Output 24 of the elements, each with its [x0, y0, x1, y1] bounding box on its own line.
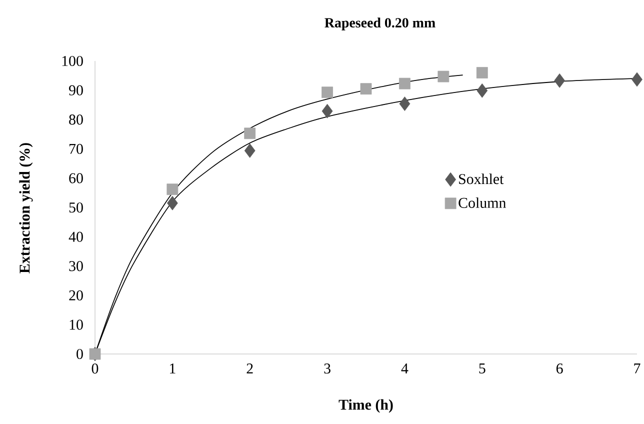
- y-tick-label: 20: [69, 290, 83, 300]
- y-tick-label: 0: [76, 348, 83, 360]
- x-tick-label: 3: [324, 364, 330, 374]
- legend-label: Column: [458, 197, 506, 208]
- x-tick-label: 0: [92, 364, 98, 374]
- y-tick-label: 30: [69, 261, 83, 272]
- x-axis-title: Time (h): [338, 399, 393, 413]
- x-tick-label: 2: [246, 364, 253, 374]
- x-tick-label: 6: [556, 364, 563, 374]
- y-tick-label: 100: [62, 56, 83, 66]
- y-axis-title: Extraction yield (%): [19, 143, 33, 274]
- legend-label: Soxhlet: [459, 174, 504, 184]
- x-tick-label: 1: [170, 364, 176, 374]
- x-tick-label: 7: [634, 364, 640, 374]
- chart-title: Rapeseed 0.20 mm: [324, 18, 436, 30]
- y-tick-label: 50: [69, 202, 83, 213]
- x-tick-label: 5: [479, 364, 486, 374]
- y-tick-label: 80: [69, 114, 83, 125]
- y-tick-label: 70: [70, 144, 83, 154]
- x-tick-label: 4: [401, 364, 408, 374]
- y-tick-label: 90: [69, 85, 83, 96]
- y-tick-label: 60: [69, 173, 83, 184]
- y-tick-label: 40: [68, 232, 83, 242]
- y-tick-label: 10: [70, 320, 83, 330]
